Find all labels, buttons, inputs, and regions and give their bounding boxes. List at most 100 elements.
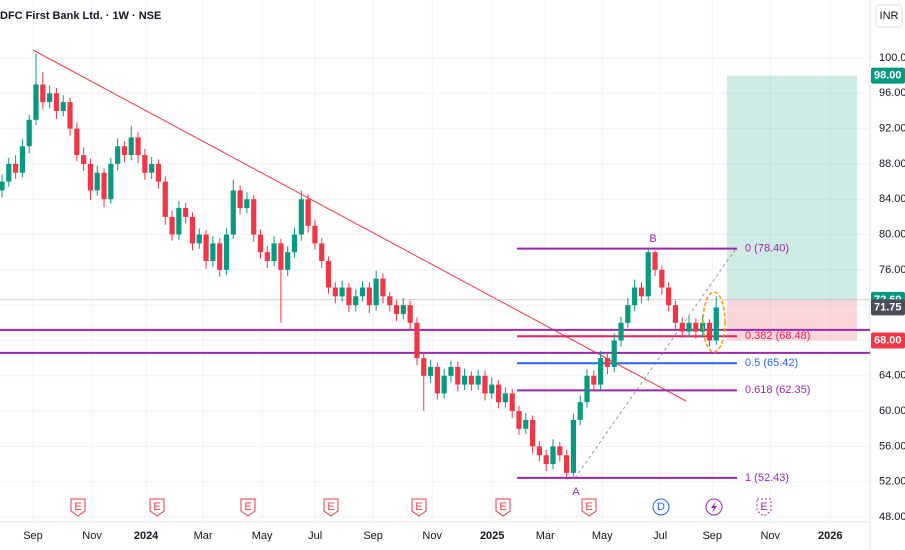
candle-body [598,358,604,385]
price-tag-label: 71.75 [874,301,902,313]
x-tick-label: May [252,530,273,542]
event-label[interactable]: E [244,501,251,513]
y-tick-label: 84.00 [879,193,905,205]
event-icon[interactable] [756,498,772,517]
y-tick-label: 92.00 [879,123,905,135]
candle-body [26,119,32,147]
drawings: 0 (78.40) 0.382 (68.48) 0.5 (65.42) 0.618 (… [0,49,870,484]
y-tick-label: 96.00 [879,87,905,99]
candle-body [40,84,46,103]
candle-body [0,181,5,191]
candle-body [448,366,454,376]
candle-body [441,375,447,394]
event-label[interactable]: E [760,501,767,513]
event-icon[interactable] [240,498,256,517]
currency-box[interactable] [875,4,903,28]
event-label[interactable]: E [74,501,81,513]
price-tag [871,299,905,316]
candle-body [618,322,624,341]
candle-body [128,137,134,156]
candle-body [502,393,508,403]
candle-body [570,419,577,473]
candle-body [495,384,502,403]
candle-body [149,163,155,173]
candle-body [577,402,583,420]
candle-body [706,322,713,341]
x-tick-label: Jul [308,530,322,542]
x-tick-label: Nov [422,530,442,542]
x-tick-label: 2026 [818,530,842,542]
candle-body [536,446,542,456]
candle-body [6,163,12,182]
fib-label: 0.618 (62.35) [745,384,810,396]
candle-body [332,287,338,297]
candle-body [632,287,638,306]
candle-body [298,199,304,235]
event-icon[interactable] [149,498,165,517]
event-icon[interactable] [581,498,597,517]
candle-body [264,252,270,262]
candle-body [434,366,440,394]
y-tick-label: 60.00 [879,405,905,417]
candle-body [482,375,488,394]
dividend-split-icon[interactable] [705,498,723,516]
price-tag [871,332,905,349]
candle-body [659,269,665,288]
candle-body [319,243,325,262]
y-tick-label: 52.00 [879,476,905,488]
currency[interactable]: INR [880,10,899,22]
candle-body [523,419,529,429]
candle-body [686,322,692,332]
candle-body [19,146,26,173]
y-tick-label: 64.00 [879,370,905,382]
candle-body [400,305,406,314]
fib-label: 0 (78.40) [745,243,789,255]
lightning-icon [711,501,717,513]
fib-label: 1 (52.43) [745,472,789,484]
event-icon[interactable] [411,498,427,517]
candle-body [679,322,685,332]
candle-body [189,216,196,244]
event-icon[interactable] [652,498,670,516]
candle-body [278,243,284,270]
candle-body [604,358,611,367]
candle-body [366,287,372,306]
event-label[interactable]: E [585,501,592,513]
candle-body [611,340,617,367]
candle-body [13,163,19,173]
candle-body [652,252,658,270]
event-icon[interactable] [495,498,511,517]
candle-body [346,287,352,306]
candle-body [672,305,679,323]
candle-body [142,155,148,173]
grid [0,0,870,522]
event-label[interactable]: E [153,501,160,513]
candle-body [155,163,162,182]
x-tick-label: May [592,530,613,542]
price-tag-label: 98.00 [874,70,902,82]
event-label[interactable]: E [499,501,506,513]
x-tick-label: 2024 [134,530,159,542]
candle-body [638,287,645,297]
event-label[interactable]: E [415,501,422,513]
event-icon[interactable] [70,498,86,517]
event-icon[interactable] [323,498,339,517]
y-tick-label: 76.00 [879,264,905,276]
candle-body [67,102,73,129]
x-tick-label: Nov [760,530,780,542]
candle-body [693,322,699,332]
candle-body [115,146,121,164]
candle-body [271,243,277,262]
candle-body [223,234,230,270]
candle-body [461,375,468,385]
event-label[interactable]: D [657,501,665,513]
candle-body [237,190,243,209]
x-tick-label: Mar [536,530,555,542]
candle-body [162,181,168,217]
candle-body [339,287,345,297]
event-label[interactable]: E [327,501,334,513]
candle-body [257,234,264,253]
candle-body [387,296,393,306]
